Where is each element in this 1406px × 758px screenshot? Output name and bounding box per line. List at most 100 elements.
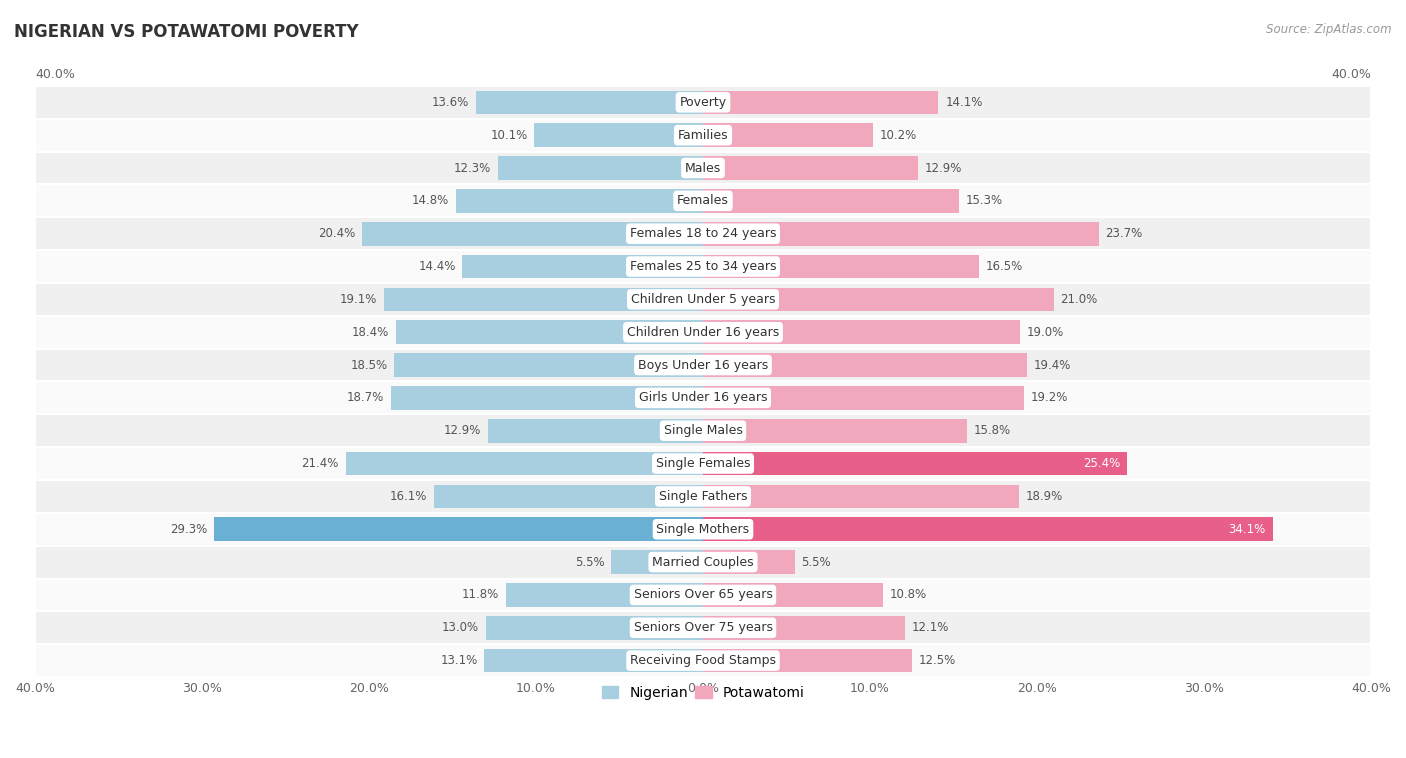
Text: 18.9%: 18.9% (1025, 490, 1063, 503)
Text: NIGERIAN VS POTAWATOMI POVERTY: NIGERIAN VS POTAWATOMI POVERTY (14, 23, 359, 41)
Text: 15.3%: 15.3% (965, 194, 1002, 208)
Text: 12.5%: 12.5% (918, 654, 956, 667)
Text: Females: Females (678, 194, 728, 208)
Bar (534, 124, 703, 147)
Bar (703, 550, 794, 574)
Bar (612, 550, 703, 574)
Text: Boys Under 16 years: Boys Under 16 years (638, 359, 768, 371)
Text: 12.9%: 12.9% (443, 424, 481, 437)
Bar (35, 250, 1371, 283)
Bar (703, 452, 1128, 475)
Bar (391, 386, 703, 410)
Bar (703, 222, 1099, 246)
Text: 19.2%: 19.2% (1031, 391, 1067, 404)
Bar (703, 616, 905, 640)
Bar (498, 156, 703, 180)
Text: 19.0%: 19.0% (1026, 326, 1064, 339)
Text: 11.8%: 11.8% (463, 588, 499, 601)
Bar (35, 349, 1371, 381)
Text: 40.0%: 40.0% (35, 68, 75, 81)
Bar (475, 90, 703, 114)
Bar (703, 484, 1019, 508)
Bar (484, 649, 703, 672)
Bar (434, 484, 703, 508)
Bar (35, 381, 1371, 415)
Bar (488, 419, 703, 443)
Text: 19.4%: 19.4% (1033, 359, 1071, 371)
Text: 16.5%: 16.5% (986, 260, 1022, 273)
Text: 12.1%: 12.1% (911, 622, 949, 634)
Bar (35, 546, 1371, 578)
Text: 14.8%: 14.8% (412, 194, 449, 208)
Text: 14.1%: 14.1% (945, 96, 983, 109)
Text: Single Males: Single Males (664, 424, 742, 437)
Text: 10.2%: 10.2% (880, 129, 917, 142)
Bar (35, 447, 1371, 480)
Bar (506, 583, 703, 606)
Bar (703, 353, 1026, 377)
Text: 12.3%: 12.3% (454, 161, 491, 174)
Text: 18.4%: 18.4% (352, 326, 389, 339)
Bar (35, 119, 1371, 152)
Text: 5.5%: 5.5% (801, 556, 831, 568)
Text: 10.1%: 10.1% (491, 129, 527, 142)
Bar (35, 218, 1371, 250)
Bar (703, 649, 911, 672)
Bar (384, 287, 703, 312)
Bar (703, 90, 938, 114)
Text: 20.4%: 20.4% (318, 227, 356, 240)
Text: 18.5%: 18.5% (350, 359, 387, 371)
Bar (35, 316, 1371, 349)
Text: Poverty: Poverty (679, 96, 727, 109)
Text: 15.8%: 15.8% (973, 424, 1011, 437)
Bar (35, 415, 1371, 447)
Bar (363, 222, 703, 246)
Text: Children Under 16 years: Children Under 16 years (627, 326, 779, 339)
Bar (456, 189, 703, 213)
Text: Seniors Over 65 years: Seniors Over 65 years (634, 588, 772, 601)
Text: Girls Under 16 years: Girls Under 16 years (638, 391, 768, 404)
Text: Receiving Food Stamps: Receiving Food Stamps (630, 654, 776, 667)
Text: 19.1%: 19.1% (340, 293, 377, 306)
Bar (703, 156, 918, 180)
Bar (35, 86, 1371, 119)
Bar (703, 386, 1024, 410)
Legend: Nigerian, Potawatomi: Nigerian, Potawatomi (596, 681, 810, 706)
Text: Females 25 to 34 years: Females 25 to 34 years (630, 260, 776, 273)
Text: 5.5%: 5.5% (575, 556, 605, 568)
Bar (703, 419, 967, 443)
Text: Children Under 5 years: Children Under 5 years (631, 293, 775, 306)
Bar (35, 480, 1371, 513)
Bar (395, 321, 703, 344)
Text: 13.0%: 13.0% (441, 622, 479, 634)
Bar (703, 255, 979, 278)
Bar (35, 578, 1371, 612)
Bar (346, 452, 703, 475)
Text: 21.4%: 21.4% (301, 457, 339, 470)
Text: Married Couples: Married Couples (652, 556, 754, 568)
Bar (35, 184, 1371, 218)
Text: 16.1%: 16.1% (389, 490, 427, 503)
Bar (486, 616, 703, 640)
Bar (703, 189, 959, 213)
Text: 25.4%: 25.4% (1083, 457, 1121, 470)
Text: 34.1%: 34.1% (1229, 523, 1265, 536)
Bar (35, 612, 1371, 644)
Text: 13.1%: 13.1% (440, 654, 478, 667)
Text: 21.0%: 21.0% (1060, 293, 1098, 306)
Text: Seniors Over 75 years: Seniors Over 75 years (634, 622, 772, 634)
Bar (703, 124, 873, 147)
Bar (703, 287, 1053, 312)
Bar (214, 518, 703, 541)
Bar (703, 583, 883, 606)
Text: Single Mothers: Single Mothers (657, 523, 749, 536)
Bar (35, 152, 1371, 184)
Text: 13.6%: 13.6% (432, 96, 470, 109)
Bar (703, 321, 1021, 344)
Bar (703, 518, 1272, 541)
Text: Single Females: Single Females (655, 457, 751, 470)
Text: 12.9%: 12.9% (925, 161, 963, 174)
Text: Families: Families (678, 129, 728, 142)
Bar (394, 353, 703, 377)
Bar (35, 644, 1371, 677)
